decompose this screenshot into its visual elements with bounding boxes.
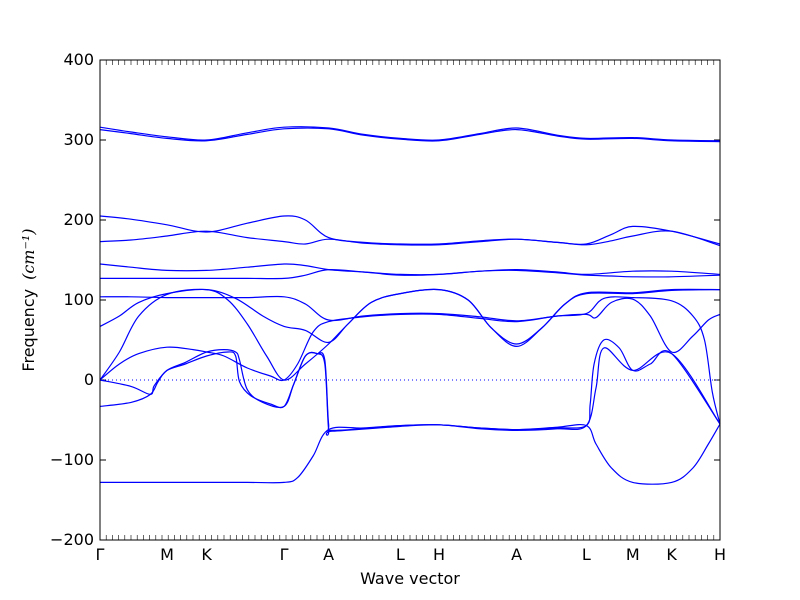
band-line-10: [99, 297, 721, 382]
plot-frame: [99, 59, 721, 541]
x-tick-label: K: [201, 545, 212, 564]
x-tick-label: M: [160, 545, 174, 564]
x-tick-label: K: [666, 545, 677, 564]
x-tick-label: A: [323, 545, 334, 564]
band-line-1: [99, 127, 721, 143]
x-tick-label: Γ: [280, 545, 289, 564]
band-line-6: [100, 268, 721, 280]
y-tick-label: 200: [63, 210, 94, 229]
x-tick-label: L: [396, 545, 405, 564]
band-line-11: [99, 338, 721, 433]
y-tick-label: −100: [50, 450, 94, 469]
band-line-9: [99, 288, 721, 381]
y-axis-label: Frequency (cm⁻¹): [19, 228, 38, 371]
y-axis-ticks: −200 −100 0 100 200 300 400: [50, 50, 720, 549]
x-tick-label: H: [714, 545, 726, 564]
y-tick-label: 400: [63, 50, 94, 69]
band-line-3: [99, 215, 721, 246]
x-tick-label: H: [433, 545, 445, 564]
y-tick-label: 100: [63, 290, 94, 309]
x-tick-label: M: [626, 545, 640, 564]
y-tick-label: 300: [63, 130, 94, 149]
x-tick-label: A: [511, 545, 522, 564]
y-axis-label-text: Frequency: [19, 289, 38, 372]
band-lines: [99, 126, 721, 485]
band-line-5: [99, 263, 721, 276]
y-tick-label: 0: [84, 370, 94, 389]
y-axis-label-unit: (cm⁻¹): [19, 228, 38, 279]
band-line-12: [99, 347, 721, 436]
band-line-2: [99, 126, 721, 142]
x-tick-label: L: [582, 545, 591, 564]
x-axis-label: Wave vector: [360, 569, 460, 588]
band-line-7: [99, 295, 721, 425]
band-line-13: [99, 423, 721, 485]
y-tick-label: −200: [50, 530, 94, 549]
x-tick-label: Γ: [96, 545, 105, 564]
band-line-4: [99, 230, 721, 247]
